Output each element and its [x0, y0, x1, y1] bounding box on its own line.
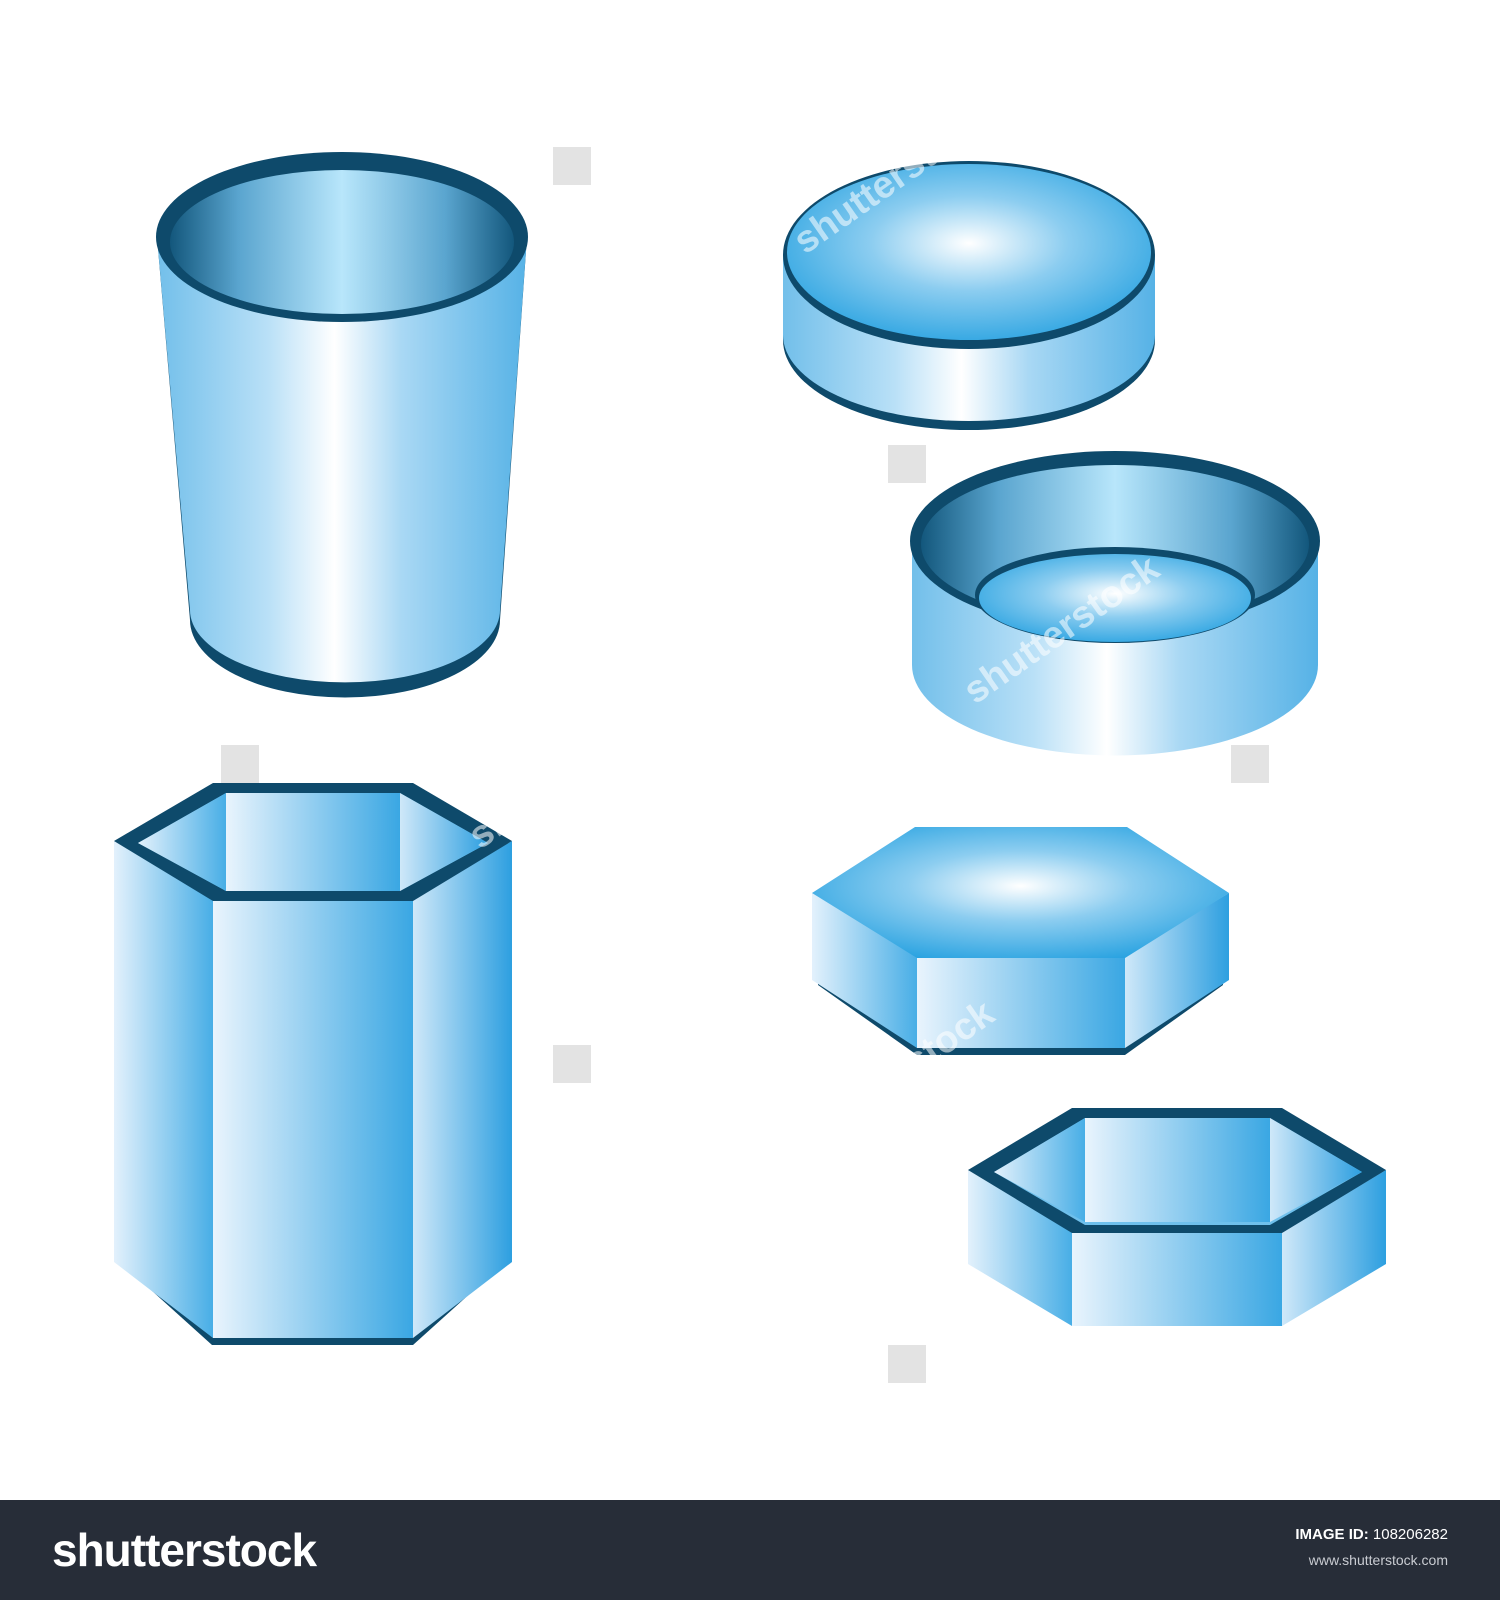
illustration-canvas: shutterstock shutterstock shutterstock s…	[114, 147, 1386, 1383]
site-url-link[interactable]: www.shutterstock.com	[1308, 1552, 1448, 1568]
brand-logo[interactable]: shutterstock	[52, 1524, 317, 1576]
short-round-lid-icon	[783, 161, 1155, 430]
watermark-text: shutterstock	[461, 692, 673, 858]
hexagonal-tray-icon	[968, 1108, 1386, 1326]
tall-cylinder-cup-icon	[156, 152, 528, 698]
short-round-bowl-icon	[910, 451, 1320, 756]
footer-bar: shutterstock IMAGE ID: 108206282 www.shu…	[0, 1500, 1500, 1600]
shutterstock-logo-icon	[221, 147, 1269, 1383]
hexagonal-lid-icon	[812, 827, 1229, 1055]
image-id-value: 108206282	[1372, 1526, 1448, 1543]
image-id-label: IMAGE ID:	[1295, 1526, 1369, 1543]
image-id: IMAGE ID: 108206282	[1295, 1526, 1448, 1543]
tall-hexagonal-cup-icon	[114, 783, 512, 1345]
